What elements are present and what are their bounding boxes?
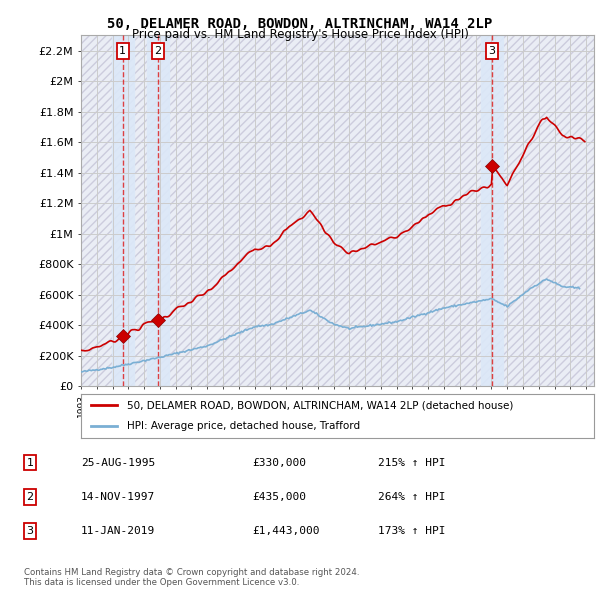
Text: 25-AUG-1995: 25-AUG-1995 (81, 458, 155, 467)
Text: Price paid vs. HM Land Registry's House Price Index (HPI): Price paid vs. HM Land Registry's House … (131, 28, 469, 41)
Text: 2: 2 (154, 46, 161, 56)
Text: 3: 3 (488, 46, 496, 56)
Text: 11-JAN-2019: 11-JAN-2019 (81, 526, 155, 536)
Text: £330,000: £330,000 (252, 458, 306, 467)
Text: 215% ↑ HPI: 215% ↑ HPI (378, 458, 445, 467)
Text: 1: 1 (26, 458, 34, 467)
Text: 14-NOV-1997: 14-NOV-1997 (81, 492, 155, 502)
Text: 1: 1 (119, 46, 126, 56)
Bar (481, 35, 503, 386)
Text: £435,000: £435,000 (252, 492, 306, 502)
Text: 50, DELAMER ROAD, BOWDON, ALTRINCHAM, WA14 2LP (detached house): 50, DELAMER ROAD, BOWDON, ALTRINCHAM, WA… (127, 401, 514, 411)
Bar (147, 35, 169, 386)
Text: 50, DELAMER ROAD, BOWDON, ALTRINCHAM, WA14 2LP: 50, DELAMER ROAD, BOWDON, ALTRINCHAM, WA… (107, 17, 493, 31)
Text: 173% ↑ HPI: 173% ↑ HPI (378, 526, 445, 536)
Text: 264% ↑ HPI: 264% ↑ HPI (378, 492, 445, 502)
Text: HPI: Average price, detached house, Trafford: HPI: Average price, detached house, Traf… (127, 421, 360, 431)
Text: £1,443,000: £1,443,000 (252, 526, 320, 536)
Text: 2: 2 (26, 492, 34, 502)
Text: 3: 3 (26, 526, 34, 536)
Text: Contains HM Land Registry data © Crown copyright and database right 2024.
This d: Contains HM Land Registry data © Crown c… (24, 568, 359, 587)
Bar (112, 35, 134, 386)
